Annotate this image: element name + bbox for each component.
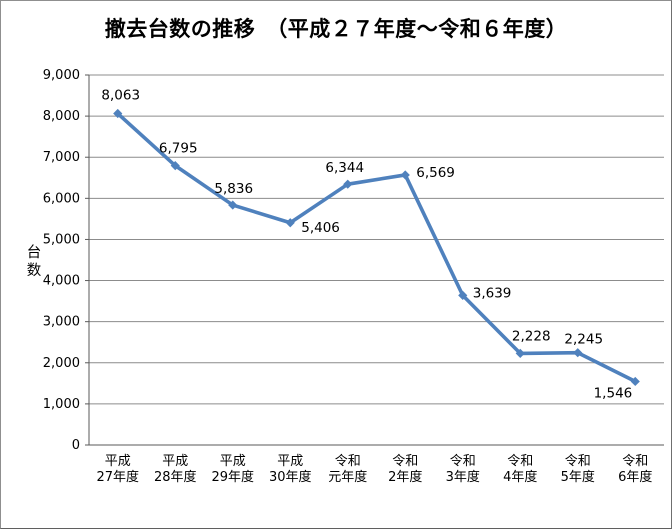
data-point-label: 6,569 (416, 165, 455, 181)
y-tick-label: 0 (72, 438, 80, 453)
x-tick-label-line2: 30年度 (269, 469, 312, 485)
x-tick-label-line2: 29年度 (211, 469, 254, 485)
data-point-marker (630, 376, 640, 387)
data-point-marker (228, 200, 238, 210)
y-tick-label: 3,000 (43, 315, 80, 330)
x-tick-label-line1: 平成 (105, 454, 131, 469)
x-tick-label-line1: 令和 (622, 454, 648, 469)
y-tick-label: 2,000 (43, 356, 80, 371)
x-tick-label-line1: 平成 (220, 454, 246, 469)
x-tick-label-line2: 3年度 (446, 469, 480, 485)
data-point-label: 2,228 (512, 328, 551, 344)
chart-title: 撤去台数の推移 （平成２７年度～令和６年度） (104, 17, 568, 41)
data-point-marker (343, 179, 353, 189)
x-tick-label-line2: 28年度 (154, 469, 197, 485)
x-tick-label-line2: 4年度 (503, 469, 537, 485)
data-point-marker (458, 290, 468, 300)
data-point-marker (285, 218, 295, 228)
data-point-label: 6,344 (325, 160, 364, 176)
x-tick-label-line2: 元年度 (328, 469, 367, 485)
data-point-label: 3,639 (473, 285, 512, 301)
y-tick-label: 7,000 (43, 150, 80, 165)
x-tick-label-line1: 平成 (162, 454, 188, 469)
data-line (115, 111, 638, 384)
x-tick-label-line1: 令和 (450, 454, 476, 469)
data-point-label: 2,245 (564, 332, 603, 348)
data-point-label: 5,406 (301, 220, 340, 236)
y-axis-title: 数 (27, 262, 42, 279)
data-point-marker (170, 161, 180, 171)
x-tick-label-line2: 6年度 (618, 469, 652, 485)
data-point-label: 1,546 (594, 385, 633, 401)
data-point-label: 8,063 (101, 88, 140, 104)
x-tick-label-line1: 令和 (392, 454, 418, 469)
y-tick-label: 8,000 (43, 109, 80, 124)
data-point-marker (515, 348, 525, 359)
y-tick-label: 1,000 (43, 397, 80, 412)
data-point-marker (573, 348, 583, 358)
x-tick-label-line1: 令和 (507, 454, 533, 469)
x-tick-label-line1: 平成 (277, 454, 303, 469)
x-tick-label-line2: 27年度 (96, 469, 139, 485)
x-tick-label-line1: 令和 (335, 454, 361, 469)
y-tick-label: 5,000 (43, 232, 80, 247)
data-point-label: 5,836 (214, 181, 253, 197)
y-tick-label: 9,000 (43, 68, 80, 83)
x-tick-label-line2: 5年度 (561, 469, 595, 485)
x-tick-label-line2: 2年度 (388, 469, 422, 485)
y-tick-label: 4,000 (43, 274, 80, 289)
data-point-marker (400, 170, 410, 180)
x-tick-label-line1: 令和 (565, 454, 591, 469)
y-tick-label: 6,000 (43, 191, 80, 206)
y-axis-title: 台 (27, 244, 42, 261)
data-point-label: 6,795 (159, 141, 198, 157)
data-point-marker (113, 108, 123, 119)
